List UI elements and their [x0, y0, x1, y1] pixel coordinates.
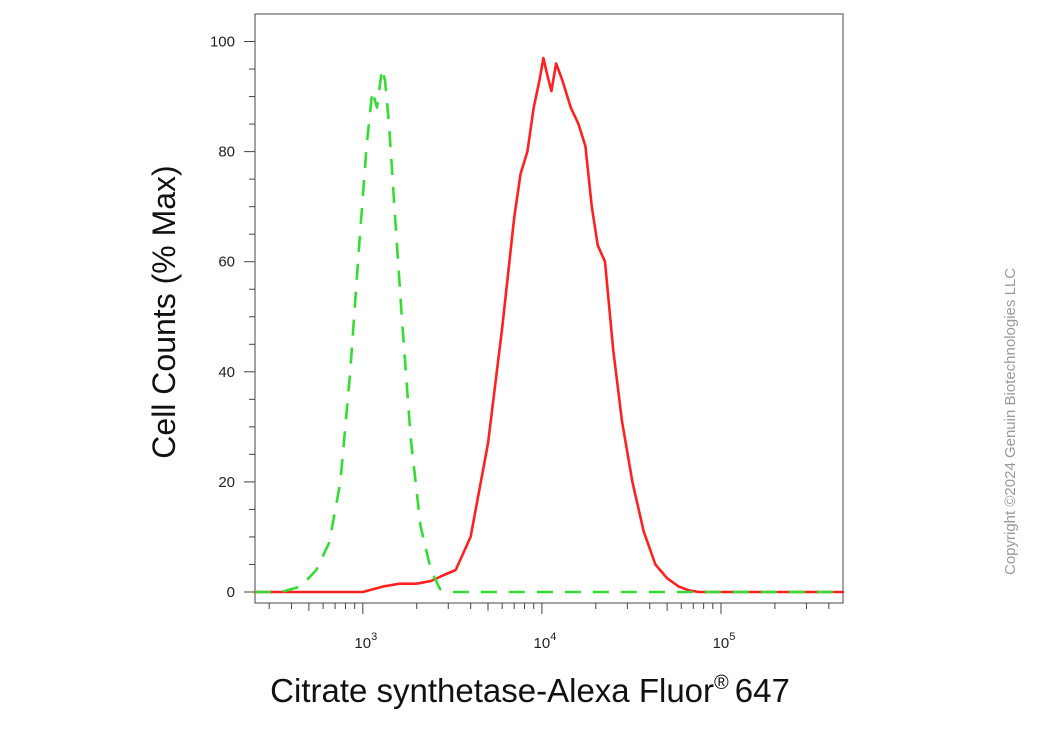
y-tick-label: 80	[218, 144, 235, 161]
x-axis-title-superscript: ®	[714, 672, 729, 694]
x-tick-label: 105	[713, 631, 736, 652]
series-layer	[253, 56, 845, 594]
y-tick-label: 40	[218, 364, 235, 381]
x-axis-title-suffix: 647	[735, 672, 790, 709]
x-axis: 103 104 105	[268, 603, 830, 652]
y-tick-label: 100	[210, 34, 235, 51]
y-axis: 0 20 40 60 80 100	[210, 34, 255, 601]
series-line-2	[255, 67, 843, 594]
x-tick-label: 104	[534, 631, 557, 652]
x-axis-title-main: Citrate synthetase-Alexa Fluor	[270, 672, 714, 709]
x-tick-exponent: 4	[550, 631, 556, 643]
x-axis-title: Citrate synthetase-Alexa Fluor® 647	[270, 672, 790, 709]
x-tick-exponent: 3	[371, 631, 377, 643]
x-tick-label: 103	[354, 631, 377, 652]
x-tick-base: 10	[713, 635, 730, 652]
copyright-notice: Copyright ©2024 Genuin Biotechnologies L…	[1002, 267, 1019, 575]
y-tick-label: 60	[218, 254, 235, 271]
y-axis-title: Cell Counts (% Max)	[146, 165, 182, 458]
x-tick-base: 10	[534, 635, 551, 652]
x-tick-exponent: 5	[729, 631, 735, 643]
x-tick-base: 10	[354, 635, 371, 652]
y-tick-label: 20	[218, 474, 235, 491]
y-tick-label: 0	[227, 584, 235, 601]
plot-frame	[254, 13, 844, 604]
series-line-1	[253, 56, 845, 594]
